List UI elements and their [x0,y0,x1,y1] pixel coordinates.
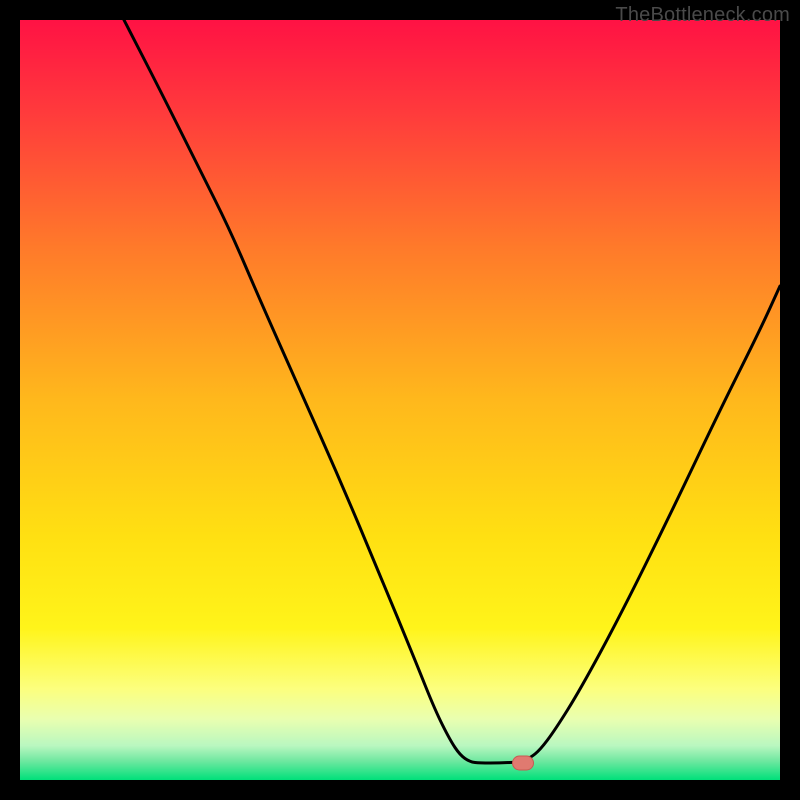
bottleneck-curve [20,20,780,780]
plot-area [20,20,780,780]
optimal-point-marker [512,756,534,771]
watermark-text: TheBottleneck.com [615,4,790,27]
